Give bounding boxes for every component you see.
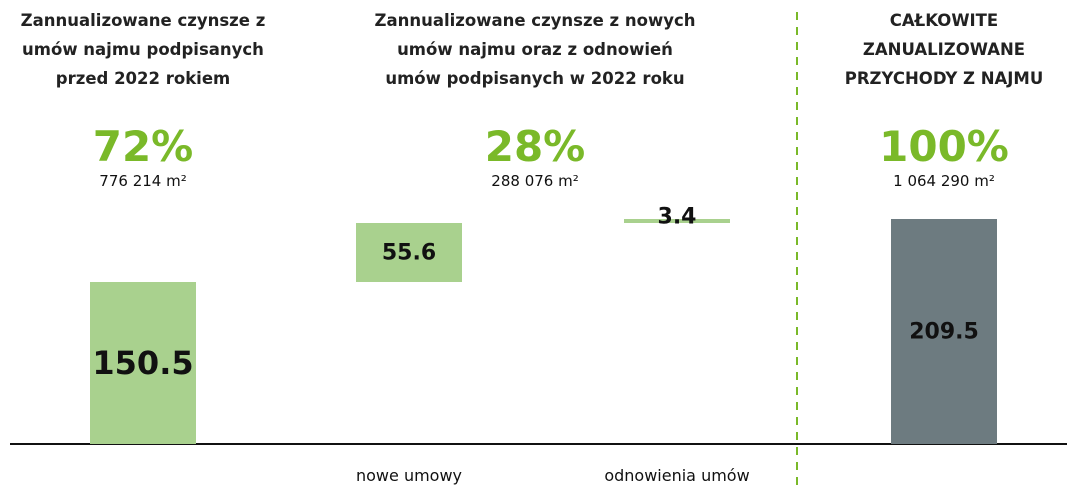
column-header: CAŁKOWITE ZANUALIZOWANE PRZYCHODY Z NAJMU xyxy=(845,6,1044,93)
header-line: umów podpisanych w 2022 roku xyxy=(385,69,685,88)
value-label: 3.4 xyxy=(657,204,697,230)
bar xyxy=(624,219,730,223)
value-label: 209.5 xyxy=(909,319,979,344)
share: 28% xyxy=(484,122,586,171)
column-header: Zannualizowane czynsze z umów najmu podpi… xyxy=(21,6,266,93)
bar xyxy=(891,219,997,444)
header-line: ZANUALIZOWANE xyxy=(862,40,1026,59)
bar xyxy=(90,282,196,444)
header-line: przed 2022 rokiem xyxy=(55,69,231,88)
share: 72% xyxy=(92,122,194,171)
header-line: umów najmu podpisanych xyxy=(22,40,264,59)
value-label: 55.6 xyxy=(381,240,437,265)
value-label: 150.5 xyxy=(92,344,194,383)
header-line: umów najmu oraz z odnowień xyxy=(397,40,673,59)
bar xyxy=(356,222,462,283)
share: 100% xyxy=(879,122,1009,171)
area: 776 214 m² xyxy=(99,172,187,190)
header-line: PRZYCHODY Z NAJMU xyxy=(844,69,1044,88)
header-line: CAŁKOWITE xyxy=(889,11,999,30)
header-line: Zannualizowane czynsze z nowych xyxy=(374,11,696,30)
area: 288 076 m² xyxy=(491,172,579,190)
x-tick-label: odnowienia umów xyxy=(604,466,750,485)
header-line: Zannualizowane czynsze z xyxy=(20,11,266,30)
area: 1 064 290 m² xyxy=(893,172,995,190)
column-header: Zannualizowane czynsze z nowych umów najm… xyxy=(375,6,696,93)
x-tick-label: nowe umowy xyxy=(355,466,463,485)
